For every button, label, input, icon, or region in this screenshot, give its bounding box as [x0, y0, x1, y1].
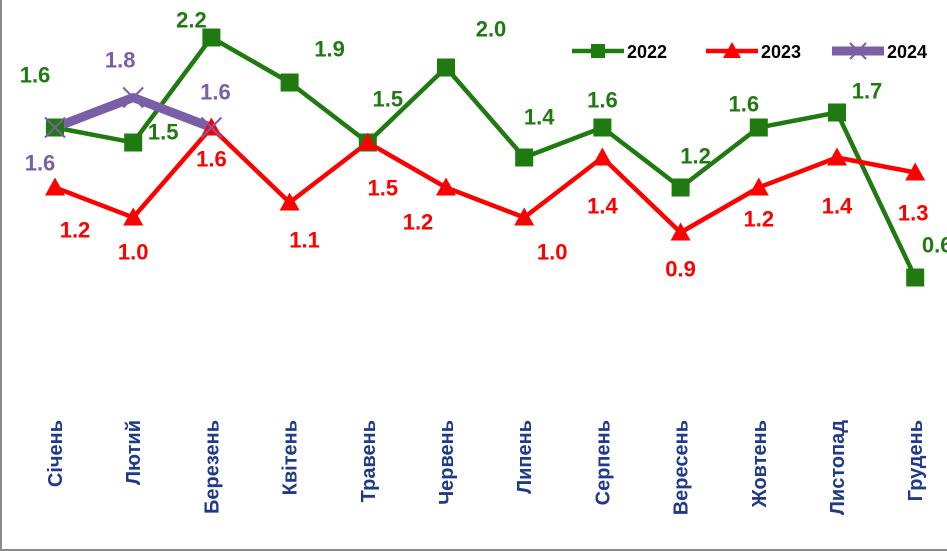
data-label-2023-4: 1.5: [368, 176, 399, 201]
data-label-2023-9: 1.2: [744, 207, 775, 232]
data-label-2024-1: 1.8: [105, 48, 136, 73]
data-label-2022-5: 2.0: [476, 17, 507, 42]
data-label-2023-8: 0.9: [665, 257, 696, 282]
category-label: Листопад: [827, 420, 849, 515]
category-label: Жовтень: [749, 420, 771, 508]
legend: 2022 2023 2024: [572, 42, 927, 62]
legend-label-2023: 2023: [761, 42, 801, 62]
data-label-2023-2: 1.6: [196, 147, 227, 172]
series-line-2022: [54, 35, 918, 279]
marker-2022-6: [515, 148, 534, 167]
data-label-2024-2: 1.6: [200, 80, 231, 105]
marker-2023-4: [357, 132, 378, 151]
marker-2022-1: [124, 133, 143, 152]
data-label-2023-0: 1.2: [60, 218, 91, 243]
marker-2023-5: [436, 177, 456, 196]
legend-label-2024: 2024: [887, 42, 927, 62]
data-label-2022-0: 1.6: [20, 63, 51, 88]
data-label-2022-8: 1.2: [680, 144, 711, 169]
data-label-2022-7: 1.6: [587, 88, 618, 113]
series-markers: [44, 28, 926, 287]
data-label-2022-4: 1.5: [373, 87, 404, 112]
marker-2023-3: [279, 192, 300, 211]
marker-2022-3: [280, 73, 299, 92]
marker-2023-11: [905, 162, 926, 181]
category-label: Березень: [201, 420, 223, 514]
category-label: Лютий: [123, 420, 145, 485]
marker-2023-9: [748, 177, 769, 196]
marker-2022-11: [906, 268, 925, 287]
marker-2022-9: [749, 118, 768, 137]
data-label-2022-10: 1.7: [852, 79, 883, 104]
marker-2023-1: [123, 207, 144, 226]
marker-2022-7: [593, 118, 612, 137]
series-line-2023: [54, 125, 916, 235]
data-label-2024-0: 1.6: [25, 151, 56, 176]
marker-2023-7: [592, 147, 613, 166]
data-label-2022-9: 1.6: [729, 92, 760, 117]
category-label: Січень: [45, 420, 67, 487]
category-label: Липень: [514, 420, 536, 494]
marker-2024-0: [44, 116, 66, 139]
marker-2023-8: [670, 222, 691, 241]
category-label: Квітень: [280, 420, 302, 495]
data-label-2023-10: 1.4: [822, 194, 853, 219]
category-label: Вересень: [671, 420, 693, 515]
series-lines: [53, 35, 918, 279]
data-label-2022-6: 1.4: [524, 105, 555, 130]
marker-2024-2: [200, 116, 223, 139]
marker-2022-5: [437, 58, 455, 77]
category-label: Червень: [436, 420, 458, 505]
category-axis-labels: Січень Лютий Березень Квітень Травень Червень…: [45, 420, 927, 516]
data-label-2023-5: 1.2: [403, 210, 434, 235]
marker-2022-8: [671, 178, 690, 197]
data-label-2022-11: 0.6: [922, 233, 947, 258]
data-label-2022-2: 2.2: [176, 8, 207, 33]
data-labels: 1.61.52.21.91.52.01.41.61.21.61.70.61.21…: [20, 8, 947, 282]
marker-2022-2: [202, 28, 221, 47]
category-label: Грудень: [905, 420, 927, 501]
marker-2022-10: [828, 103, 846, 122]
category-label: Серпень: [592, 420, 614, 505]
marker-2023-0: [45, 177, 65, 196]
data-label-2023-11: 1.3: [898, 201, 929, 226]
marker-2023-10: [827, 147, 847, 166]
data-label-2023-7: 1.4: [587, 194, 618, 219]
data-label-2023-6: 1.0: [537, 240, 568, 265]
data-label-2023-3: 1.1: [289, 228, 320, 253]
marker-2023-6: [514, 207, 535, 226]
data-label-2023-1: 1.0: [118, 240, 149, 265]
data-label-2022-3: 1.9: [314, 37, 345, 62]
marker-2024-1: [122, 86, 144, 109]
category-label: Травень: [358, 420, 380, 502]
series-line-2024: [53, 93, 214, 132]
legend-label-2022: 2022: [627, 42, 667, 62]
data-label-2022-1: 1.5: [148, 120, 179, 145]
